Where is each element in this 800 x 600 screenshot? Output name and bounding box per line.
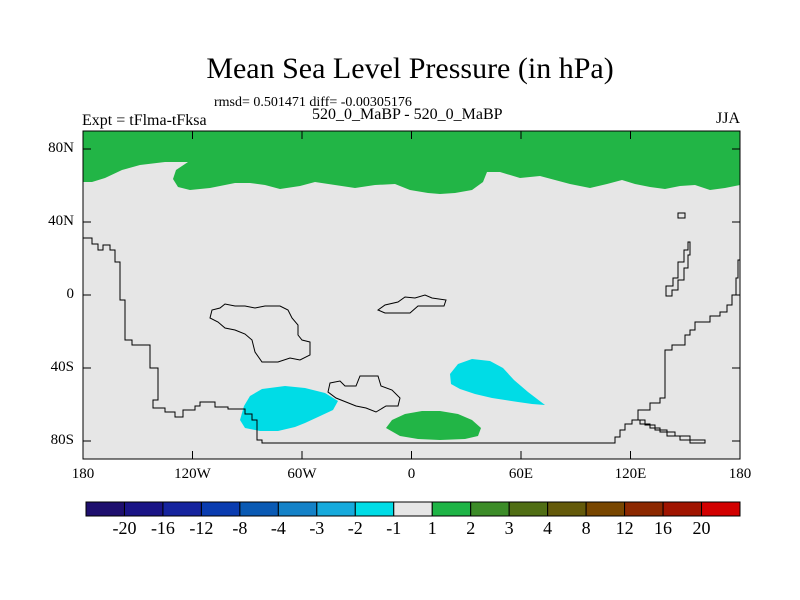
colorbar-label: -4: [270, 518, 286, 538]
x-tick-label: 0: [407, 466, 416, 482]
colorbar-label: -1: [386, 518, 402, 538]
colorbar-swatch: [277, 501, 318, 517]
colorbar-swatch: [85, 501, 125, 517]
experiment-label: Expt = tFlma-tFksa: [82, 112, 207, 129]
colorbar-swatch: [585, 501, 626, 517]
colorbar-label: -3: [309, 518, 325, 538]
colorbar-swatch: [701, 501, 741, 517]
colorbar-label: -8: [232, 518, 248, 538]
colorbar-label: -2: [347, 518, 363, 538]
colorbar-label: 2: [466, 518, 476, 538]
colorbar-swatch: [354, 501, 395, 517]
colorbar-swatch: [624, 501, 664, 517]
axis-ticks: [82, 131, 741, 459]
x-tick-label: 180: [71, 466, 95, 482]
colorbar-label: 8: [581, 518, 591, 538]
colorbar-swatch: [547, 501, 587, 517]
x-tick-label: 120W: [174, 466, 211, 482]
map-panel: [82, 130, 741, 460]
southern-ocean-positive-region: [386, 411, 481, 440]
arctic-positive-region: [83, 131, 740, 194]
colorbar-label: 1: [427, 518, 437, 538]
season-label: JJA: [716, 110, 741, 127]
x-tick-label: 120E: [614, 466, 647, 482]
runs-label: 520_0_MaBP - 520_0_MaBP: [312, 106, 503, 123]
colorbar-label: 20: [692, 518, 711, 538]
colorbar-swatch: [393, 501, 433, 517]
colorbar-swatch: [508, 501, 549, 517]
colorbar-swatch: [470, 501, 510, 517]
south-pacific-negative-region: [240, 386, 338, 431]
colorbar-swatch: [431, 501, 472, 517]
x-tick-label: 60W: [287, 466, 317, 482]
y-tick-label: 40N: [48, 213, 74, 229]
plot-title: Mean Sea Level Pressure (in hPa): [206, 52, 614, 85]
y-tick-label: 80S: [50, 432, 74, 448]
colorbar-label: 16: [654, 518, 673, 538]
colorbar-label: -12: [189, 518, 214, 538]
colorbar-label: 4: [543, 518, 553, 538]
colorbar-swatch: [123, 501, 164, 517]
y-tick-label: 80N: [48, 140, 74, 156]
y-tick-label: 0: [66, 286, 75, 302]
colorbar-swatch: [162, 501, 202, 517]
colorbar-swatch: [662, 501, 703, 517]
y-tick-label: 40S: [50, 359, 74, 375]
colorbar-label: 3: [504, 518, 514, 538]
colorbar-swatch: [200, 501, 241, 517]
colorbar-swatch: [239, 501, 279, 517]
x-tick-label: 60E: [508, 466, 534, 482]
stats-subtitle: rmsd= 0.501471 diff= -0.00305176: [214, 95, 412, 110]
colorbar-swatch: [316, 501, 356, 517]
colorbar-label: -20: [112, 518, 137, 538]
colorbar-label: -16: [150, 518, 175, 538]
south-atlantic-negative-region: [450, 359, 545, 405]
colorbar: [85, 501, 741, 517]
x-tick-label: 180: [728, 466, 752, 482]
coastlines: [83, 212, 740, 444]
colorbar-label: 12: [615, 518, 634, 538]
